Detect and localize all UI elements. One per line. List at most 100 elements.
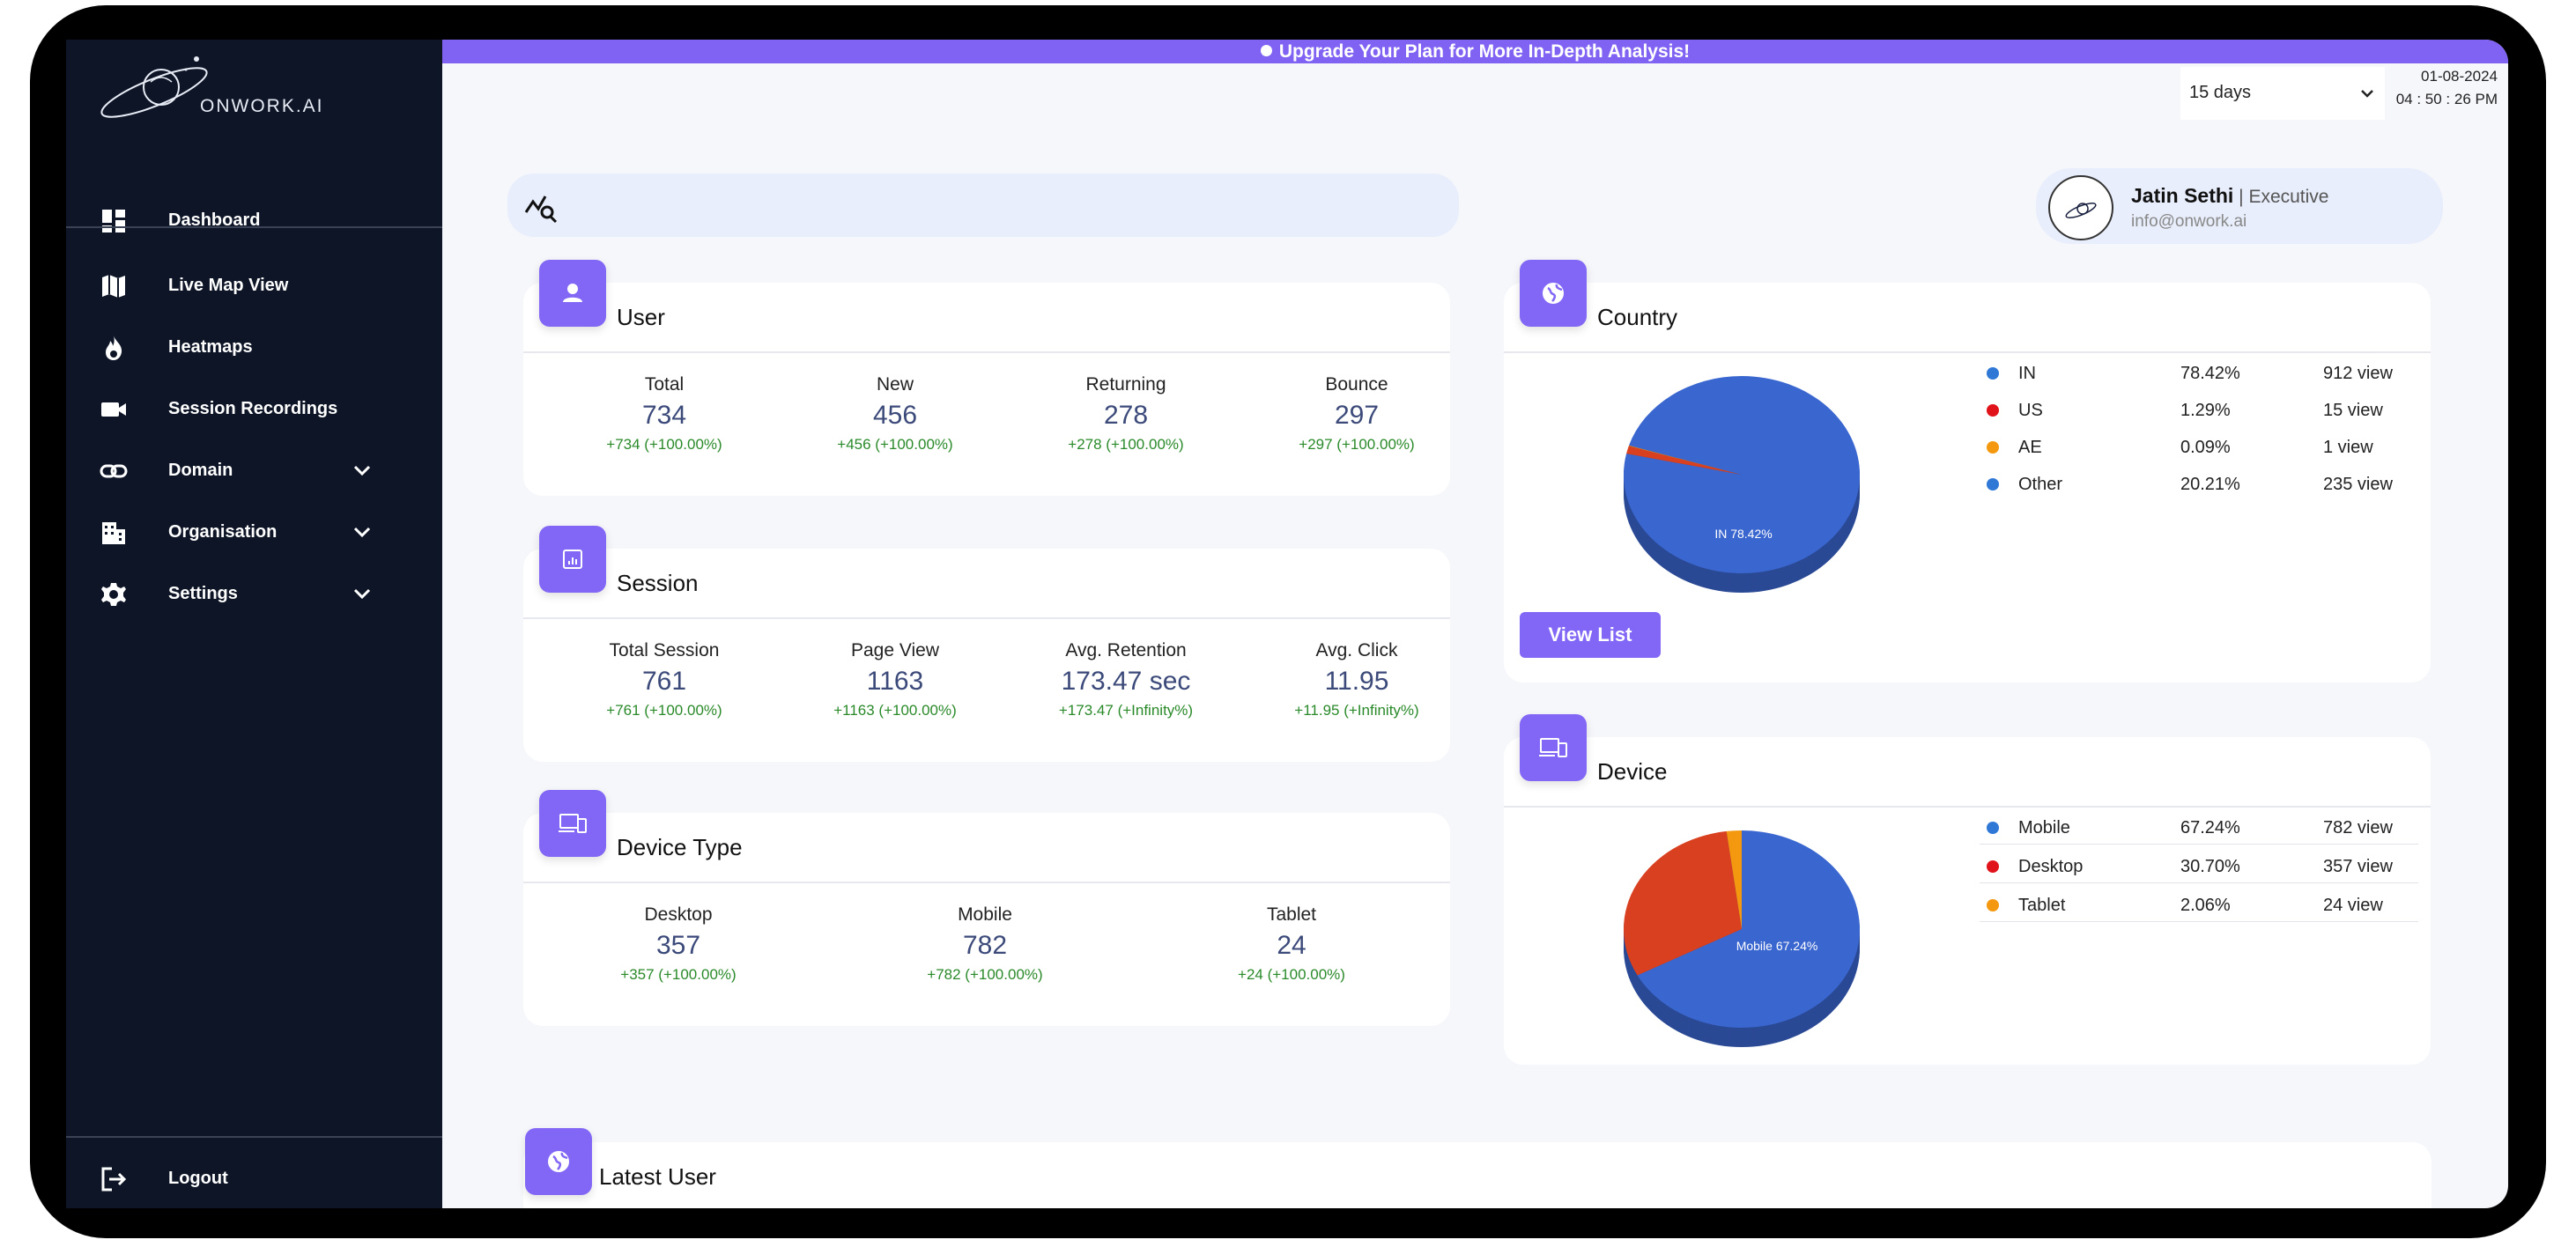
device-pie-slice-desktop[interactable] xyxy=(1624,830,1742,976)
legend-dot xyxy=(1987,367,1999,380)
device-type-card: Device Type Desktop 357 +357 (+100.00%) Mo… xyxy=(523,813,1450,1026)
legend-row-desktop: Desktop 30.70% 357 view xyxy=(1980,848,2418,883)
sidebar-item-session-recordings[interactable]: Session Recordings xyxy=(66,380,442,439)
stat-value: 11.95 xyxy=(1324,667,1389,696)
legend-divider xyxy=(1980,882,2418,883)
view-list-button[interactable]: View List xyxy=(1520,612,1661,658)
stat-label: Desktop xyxy=(644,904,713,925)
device-pie-slice-tablet[interactable] xyxy=(1726,830,1742,929)
legend-dot xyxy=(1987,441,1999,454)
device-pie-slice-mobile[interactable] xyxy=(1637,830,1860,1028)
country-pie-slice-us[interactable] xyxy=(1626,446,1742,475)
map-icon xyxy=(102,275,125,298)
sidebar-item-dashboard[interactable]: Dashboard xyxy=(66,191,442,251)
app-screen: ONWORK.AI Dashboard Live Map View Heatma… xyxy=(66,40,2508,1208)
card-divider xyxy=(1504,351,2431,353)
sidebar-item-label: Heatmaps xyxy=(168,337,253,357)
logout-button[interactable]: Logout xyxy=(66,1149,442,1208)
card-divider xyxy=(523,617,1450,619)
stat-page-view: Page View 1163 +1163 (+100.00%) xyxy=(807,640,983,719)
chevron-down-icon xyxy=(2361,90,2373,98)
sidebar-item-live-map-view[interactable]: Live Map View xyxy=(66,256,442,316)
legend-name: Other xyxy=(2018,475,2063,494)
stat-delta: +173.47 (+Infinity%) xyxy=(1058,702,1194,719)
stat-label: Returning xyxy=(1085,374,1166,395)
brand-logo[interactable]: ONWORK.AI xyxy=(93,47,322,126)
country-card-badge xyxy=(1520,260,1587,327)
card-title: Country xyxy=(1597,304,1678,330)
stat-new: New 456 +456 (+100.00%) xyxy=(807,374,983,454)
report-icon xyxy=(563,550,582,569)
legend-views: 1 view xyxy=(2323,438,2373,457)
globe-icon xyxy=(1543,283,1564,304)
user-profile[interactable]: Jatin Sethi | Executive info@onwork.ai xyxy=(2036,168,2443,244)
profile-name: Jatin Sethi xyxy=(2131,184,2234,207)
stat-label: Avg. Retention xyxy=(1065,640,1187,660)
device-pie-chart: Mobile 67.24% xyxy=(1624,830,1860,1047)
legend-percent: 20.21% xyxy=(2180,475,2240,494)
legend-views: 235 view xyxy=(2323,475,2393,494)
device-legend: Mobile 67.24% 782 view Desktop 30.70% 357 vi… xyxy=(1980,809,2418,924)
chevron-down-icon xyxy=(353,465,371,476)
sidebar-item-domain[interactable]: Domain xyxy=(66,441,442,501)
sidebar-item-label: Session Recordings xyxy=(168,399,338,418)
flame-icon xyxy=(106,336,122,360)
gear-icon xyxy=(101,583,126,606)
country-pie-chart: IN 78.42% xyxy=(1624,376,1860,593)
stat-delta: +782 (+100.00%) xyxy=(927,966,1043,983)
stat-delta: +456 (+100.00%) xyxy=(837,436,953,453)
stat-delta: +761 (+100.00%) xyxy=(606,702,722,719)
search-bar[interactable] xyxy=(507,173,1459,237)
legend-percent: 78.42% xyxy=(2180,364,2240,383)
planet-logo-icon xyxy=(2065,203,2097,218)
profile-separator: | xyxy=(2233,187,2249,207)
legend-dot xyxy=(1987,478,1999,491)
stat-delta: +357 (+100.00%) xyxy=(620,966,737,983)
legend-row-in: IN 78.42% 912 view xyxy=(1980,355,2418,390)
stat-label: Avg. Click xyxy=(1315,640,1398,660)
legend-name: AE xyxy=(2018,438,2042,457)
video-icon xyxy=(101,402,126,417)
sidebar-item-heatmaps[interactable]: Heatmaps xyxy=(66,318,442,378)
legend-row-ae: AE 0.09% 1 view xyxy=(1980,429,2418,464)
stat-avg-retention: Avg. Retention 173.47 sec +173.47 (+Infini… xyxy=(1029,640,1223,719)
stat-delta: +1163 (+100.00%) xyxy=(833,702,957,719)
device-card-badge xyxy=(1520,714,1587,781)
stat-tablet: Tablet 24 +24 (+100.00%) xyxy=(1203,904,1380,984)
stat-mobile: Mobile 782 +782 (+100.00%) xyxy=(897,904,1073,984)
stat-label: Page View xyxy=(850,640,940,660)
country-pie-slice-other[interactable] xyxy=(1629,376,1742,475)
sidebar-item-label: Organisation xyxy=(168,522,278,542)
card-title: Device Type xyxy=(617,834,743,860)
stat-returning: Returning 278 +278 (+100.00%) xyxy=(1038,374,1214,454)
stat-delta: +297 (+100.00%) xyxy=(1299,436,1415,453)
session-card-badge xyxy=(539,526,606,593)
current-date: 01-08-2024 xyxy=(2421,68,2498,85)
country-legend: IN 78.42% 912 view US 1.29% 15 view AE 0.09% 1… xyxy=(1980,355,2418,505)
card-divider xyxy=(523,351,1450,353)
stat-value: 173.47 sec xyxy=(1061,667,1191,696)
legend-name: Desktop xyxy=(2018,857,2084,876)
legend-name: IN xyxy=(2018,364,2036,383)
stat-delta: +278 (+100.00%) xyxy=(1068,436,1184,453)
upgrade-banner[interactable]: Upgrade Your Plan for More In-Depth Anal… xyxy=(442,40,2508,63)
logout-label: Logout xyxy=(168,1169,228,1188)
upgrade-banner-text: Upgrade Your Plan for More In-Depth Anal… xyxy=(1278,41,1691,62)
stat-delta: +734 (+100.00%) xyxy=(606,436,722,453)
date-range-select[interactable]: 15 days xyxy=(2180,67,2385,120)
legend-name: US xyxy=(2018,401,2043,420)
legend-views: 357 view xyxy=(2323,857,2393,876)
bullet-icon xyxy=(1260,44,1272,56)
sidebar-item-organisation[interactable]: Organisation xyxy=(66,503,442,563)
country-pie-slice-ae[interactable] xyxy=(1628,445,1742,475)
brand-name: ONWORK.AI xyxy=(200,96,324,116)
analytics-search-icon xyxy=(524,196,558,224)
sidebar-item-settings[interactable]: Settings xyxy=(66,564,442,624)
legend-views: 24 view xyxy=(2323,896,2383,915)
stat-value: 782 xyxy=(962,931,1008,960)
country-pie-slice-label: IN 78.42% xyxy=(1714,527,1772,541)
legend-row-mobile: Mobile 67.24% 782 view xyxy=(1980,809,2418,845)
devices-icon xyxy=(559,814,587,833)
legend-percent: 1.29% xyxy=(2180,401,2231,420)
legend-name: Tablet xyxy=(2018,896,2066,915)
